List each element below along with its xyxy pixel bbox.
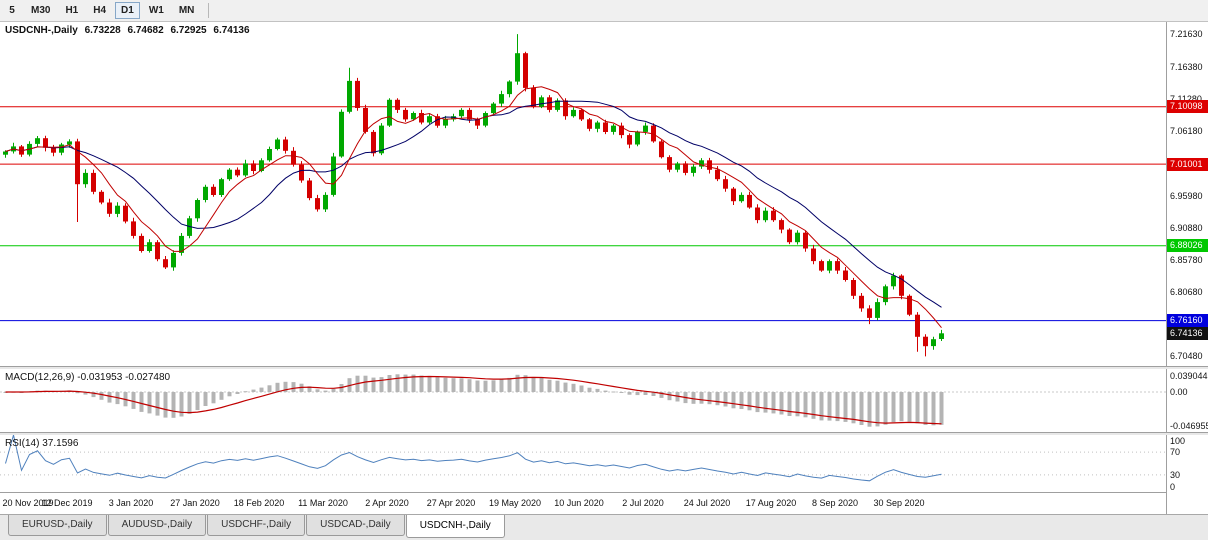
hline-price-label: 7.01001: [1167, 158, 1208, 171]
date-label: 2 Apr 2020: [365, 498, 409, 508]
date-label: 17 Aug 2020: [745, 498, 797, 508]
macd-axis-label: -0.046955: [1170, 421, 1208, 431]
legend-symbol: USDCNH-,Daily: [5, 25, 78, 36]
date-label: 2 Jul 2020: [622, 498, 664, 508]
tab-usdchf-daily[interactable]: USDCHF-,Daily: [207, 515, 306, 536]
timeframe-toolbar: 5 M30 H1 H4 D1 W1 MN: [0, 0, 1208, 22]
legend-low: 6.72925: [170, 25, 207, 36]
price-tick-label: 6.95980: [1170, 191, 1203, 201]
timeframe-m5-button[interactable]: 5: [2, 2, 22, 19]
timeframe-d1-button[interactable]: D1: [115, 2, 140, 19]
price-tick-label: 6.90880: [1170, 223, 1203, 233]
timeframe-w1-button[interactable]: W1: [143, 2, 170, 19]
date-label: 19 May 2020: [488, 498, 542, 508]
date-label: 11 Mar 2020: [298, 498, 348, 508]
date-label: 3 Jan 2020: [108, 498, 154, 508]
price-tick-label: 7.11280: [1170, 94, 1202, 104]
hline-price-label: 6.88026: [1167, 239, 1208, 252]
rsi-legend: RSI(14) 37.1596: [5, 438, 79, 449]
macd-legend: MACD(12,26,9) -0.031953 -0.027480: [5, 372, 171, 383]
timeframe-m30-button[interactable]: M30: [25, 2, 56, 19]
macd-indicator-panel[interactable]: MACD(12,26,9) -0.031953 -0.027480: [0, 369, 1166, 432]
date-label: 27 Jan 2020: [170, 498, 220, 508]
chart-ohlc-legend: USDCNH-,Daily 6.73228 6.74682 6.72925 6.…: [5, 25, 254, 36]
hline-price-label: 6.76160: [1167, 314, 1208, 327]
macd-chart: [0, 374, 1166, 427]
date-label: 12 Dec 2019: [41, 498, 93, 508]
date-label: 10 Jun 2020: [554, 498, 604, 508]
date-label: 24 Jul 2020: [683, 498, 731, 508]
legend-open: 6.73228: [84, 25, 121, 36]
timeframe-h4-button[interactable]: H4: [87, 2, 112, 19]
tab-audusd-daily[interactable]: AUDUSD-,Daily: [107, 515, 207, 536]
price-tick-label: 6.70480: [1170, 351, 1203, 361]
price-tick-label: 6.85780: [1170, 255, 1203, 265]
rsi-axis-label: 70: [1170, 447, 1181, 457]
date-label: 18 Feb 2020: [233, 498, 285, 508]
rsi-axis-label: 0: [1170, 482, 1176, 492]
date-label: 30 Sep 2020: [873, 498, 925, 508]
macd-axis-label: 0.00: [1170, 387, 1188, 397]
price-chart-panel[interactable]: USDCNH-,Daily 6.73228 6.74682 6.72925 6.…: [0, 22, 1166, 366]
price-tick-label: 7.06180: [1170, 126, 1203, 136]
time-axis[interactable]: 20 Nov 2019 12 Dec 2019 3 Jan 2020 27 Jan 2…: [0, 492, 1166, 514]
timeframe-mn-button[interactable]: MN: [173, 2, 201, 19]
rsi-chart: [0, 435, 1166, 482]
chart-tabs-bar: EURUSD-,Daily AUDUSD-,Daily USDCHF-,Dail…: [0, 514, 1208, 540]
panel-splitter[interactable]: [0, 432, 1208, 435]
current-price-label: 6.74136: [1167, 327, 1208, 340]
tab-usdcnh-daily[interactable]: USDCNH-,Daily: [405, 515, 505, 538]
legend-close: 6.74136: [213, 25, 250, 36]
price-axis[interactable]: 7.216307.163807.112807.061807.010806.959…: [1166, 22, 1208, 514]
toolbar-separator: [208, 3, 210, 18]
rsi-indicator-panel[interactable]: RSI(14) 37.1596: [0, 435, 1166, 492]
price-tick-label: 7.16380: [1170, 62, 1203, 72]
date-label: 8 Sep 2020: [811, 498, 859, 508]
legend-high: 6.74682: [127, 25, 164, 36]
date-label: 20 Nov 2019: [2, 498, 54, 508]
rsi-axis-label: 30: [1170, 470, 1181, 480]
tab-eurusd-daily[interactable]: EURUSD-,Daily: [8, 515, 107, 536]
price-tick-label: 7.21630: [1170, 29, 1203, 39]
chart-workspace: USDCNH-,Daily 6.73228 6.74682 6.72925 6.…: [0, 22, 1208, 514]
rsi-axis-label: 100: [1170, 436, 1186, 446]
panel-splitter[interactable]: [0, 366, 1208, 369]
date-label: 27 Apr 2020: [426, 498, 476, 508]
candlestick-chart[interactable]: [0, 22, 1166, 366]
hline-price-label: 7.10098: [1167, 100, 1208, 113]
macd-axis-label: 0.039044: [1170, 371, 1208, 381]
timeframe-h1-button[interactable]: H1: [59, 2, 84, 19]
tab-usdcad-daily[interactable]: USDCAD-,Daily: [306, 515, 405, 536]
price-tick-label: 6.80680: [1170, 287, 1203, 297]
